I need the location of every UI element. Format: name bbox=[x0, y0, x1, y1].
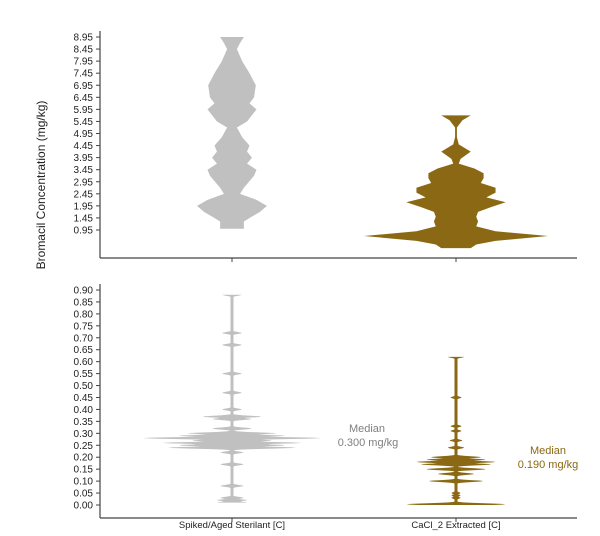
y-tick-label: 5.45 bbox=[74, 117, 94, 128]
median-value-spiked: 0.300 mg/kg bbox=[338, 437, 399, 449]
y-tick-label: 5.95 bbox=[74, 105, 94, 116]
y-tick-label: 1.45 bbox=[74, 213, 94, 224]
y-tick-label: 0.25 bbox=[74, 441, 94, 452]
y-tick-label: 0.65 bbox=[74, 345, 94, 356]
x-tick-label-cacl2: CaCl_2 Extracted [C] bbox=[411, 520, 500, 531]
y-tick-label: 6.95 bbox=[74, 81, 94, 92]
y-tick-label: 0.85 bbox=[74, 297, 94, 308]
median-value-cacl2: 0.190 mg/kg bbox=[518, 459, 579, 471]
y-tick-label: 0.10 bbox=[74, 477, 94, 488]
y-tick-label: 0.70 bbox=[74, 333, 94, 344]
y-tick-label: 0.15 bbox=[74, 465, 94, 476]
x-tick-label-spiked: Spiked/Aged Sterilant [C] bbox=[179, 520, 285, 531]
y-tick-label: 3.45 bbox=[74, 165, 94, 176]
y-tick-label: 8.95 bbox=[74, 33, 94, 44]
y-tick-label: 2.45 bbox=[74, 189, 94, 200]
y-tick-label: 0.75 bbox=[74, 321, 94, 332]
y-tick-label: 0.50 bbox=[74, 381, 94, 392]
y-tick-label: 0.20 bbox=[74, 453, 94, 464]
y-tick-label: 7.95 bbox=[74, 57, 94, 68]
y-tick-label: 4.45 bbox=[74, 141, 94, 152]
y-tick-label: 8.45 bbox=[74, 45, 94, 56]
y-tick-label: 0.40 bbox=[74, 405, 94, 416]
y-tick-label: 0.95 bbox=[74, 226, 94, 237]
y-tick-label: 3.95 bbox=[74, 153, 94, 164]
y-tick-label: 0.45 bbox=[74, 393, 94, 404]
y-tick-label: 0.35 bbox=[74, 417, 94, 428]
y-tick-label: 7.45 bbox=[74, 69, 94, 80]
y-tick-label: 0.90 bbox=[74, 286, 94, 297]
y-tick-label: 0.30 bbox=[74, 429, 94, 440]
y-tick-label: 6.45 bbox=[74, 93, 94, 104]
y-axis-label: Bromacil Concentration (mg/kg) bbox=[34, 101, 48, 270]
violin-cacl2-bottom bbox=[406, 356, 506, 505]
y-tick-label: 1.95 bbox=[74, 201, 94, 212]
y-tick-label: 0.00 bbox=[74, 501, 94, 512]
median-label-cacl2: Median bbox=[530, 445, 566, 457]
violin-cacl2-top bbox=[364, 115, 548, 249]
violin-spiked-top bbox=[197, 37, 267, 229]
y-tick-label: 0.60 bbox=[74, 357, 94, 368]
y-tick-label: 4.95 bbox=[74, 129, 94, 140]
y-tick-label: 0.05 bbox=[74, 489, 94, 500]
median-label-spiked: Median bbox=[349, 423, 385, 435]
y-tick-label: 0.55 bbox=[74, 369, 94, 380]
violin-spiked-bottom bbox=[142, 294, 322, 503]
y-tick-label: 2.95 bbox=[74, 177, 94, 188]
y-tick-label: 0.80 bbox=[74, 309, 94, 320]
